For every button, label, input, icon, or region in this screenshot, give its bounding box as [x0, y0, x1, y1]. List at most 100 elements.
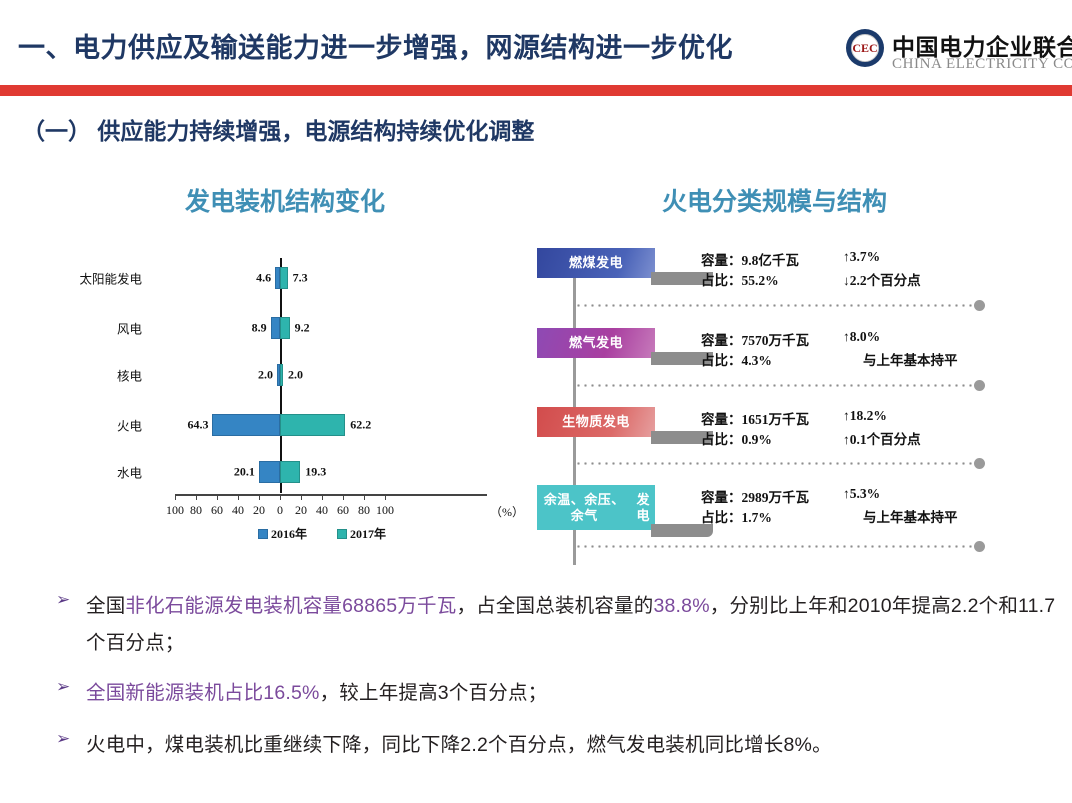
diagram-flag-label: 余温、余压、余气 发电 [537, 485, 655, 530]
chart-x-tick [322, 494, 323, 500]
chart-bar-2016 [258, 461, 280, 483]
bullet-text-segment: 火电中，煤电装机比重继续下降，同比下降2.2个百分点，燃气发电装机同比增长8%。 [86, 734, 832, 756]
chart-unit-label: （%） [490, 505, 524, 519]
chart-x-tick-label: 60 [211, 503, 223, 517]
chart-x-tick-label: 20 [253, 503, 265, 517]
chart-x-tick [280, 494, 281, 500]
diagram-change-secondary: 与上年基本持平 [863, 353, 958, 368]
chart-x-tick-label: 40 [316, 503, 328, 517]
chart-x-tick [238, 494, 239, 500]
bullet-text-segment: 全国新能源装机占比16.5% [86, 682, 320, 704]
logo-english-name: CHINA ELECTRICITY COUNCIL [892, 56, 1072, 72]
diagram-change-secondary: ↑0.1个百分点 [843, 432, 921, 447]
chart-value-label-2016: 64.3 [187, 417, 209, 432]
legend-swatch-icon [258, 528, 268, 539]
bullet-text-segment: 全国 [86, 595, 126, 617]
chart-x-tick-label: 80 [358, 503, 370, 517]
diagram-change-secondary: ↓2.2个百分点 [843, 273, 921, 288]
bullet-marker-icon: ➢ [56, 677, 71, 697]
chart-bar-2016 [277, 364, 280, 386]
diagram-change-primary: ↑3.7% [843, 249, 881, 264]
chart-x-tick [259, 494, 260, 500]
chart-bar-2017 [280, 267, 288, 289]
bullet-text-segment: ，较上年提高3个百分点； [319, 682, 548, 704]
bullet-item: ➢ 全国非化石能源发电装机容量68865万千瓦，占全国总装机容量的38.8%，分别… [56, 588, 1056, 662]
chart-bar-2017 [280, 414, 346, 436]
chart-value-label-2016: 20.1 [233, 464, 255, 479]
legend-item-2017: 2017年 [337, 525, 386, 542]
bullet-text-segment: 38.8% [653, 595, 710, 617]
chart-x-tick-label: 100 [166, 503, 184, 517]
chart-legend: 2016年 2017年 [258, 525, 386, 542]
diagram-flag-label-line: 燃气发电 [568, 335, 623, 351]
bullet-text-segment: ，占全国总装机容量的 [456, 595, 654, 617]
diagram-flag-label: 燃煤发电 [537, 248, 655, 278]
diagram-flag-label-line: 发电 [636, 491, 650, 523]
chart-value-label-2017: 19.3 [305, 464, 327, 479]
diagram-flag-label: 燃气发电 [537, 328, 655, 358]
diagram-dotted-connector [575, 545, 975, 548]
diagram-change-primary: ↑5.3% [843, 486, 881, 501]
diagram-dotted-connector [575, 304, 975, 307]
diagram-endpoint-dot [974, 300, 985, 311]
chart-bar-2016 [270, 317, 280, 339]
diagram-flag-label-line: 余温、余压、余气 [543, 491, 625, 523]
legend-label: 2017年 [350, 527, 387, 541]
bullet-text: 全国非化石能源发电装机容量68865万千瓦，占全国总装机容量的38.8%，分别比… [86, 588, 1056, 662]
diagram-flag-label: 生物质发电 [537, 407, 655, 437]
diagram-dotted-connector [575, 462, 975, 465]
chart-bar-2017 [280, 364, 283, 386]
chart-x-tick [385, 494, 386, 500]
legend-label: 2016年 [271, 527, 308, 541]
legend-swatch-icon [337, 528, 348, 539]
chart-value-label-2016: 4.6 [256, 270, 272, 285]
diagram-ribbon-tail [651, 431, 713, 444]
chart-x-tick-label: 60 [337, 503, 349, 517]
diagram-change-primary: ↑18.2% [843, 408, 887, 423]
cec-seal-icon: CEC [846, 29, 884, 67]
left-chart-heading: 发电装机结构变化 [185, 188, 386, 216]
diagram-ribbon-tail [651, 272, 713, 285]
header-divider [0, 85, 1072, 96]
diagram-endpoint-dot [974, 458, 985, 469]
diagram-share-text: 占比：4.3% [701, 353, 772, 368]
diagram-ribbon-tail [651, 524, 713, 537]
diagram-share-text: 占比：0.9% [701, 432, 772, 447]
diagram-capacity-text: 容量：1651万千瓦 [701, 412, 809, 427]
chart-category-label: 火电 [116, 419, 142, 434]
diagram-dotted-connector [575, 384, 975, 387]
chart-category-label: 太阳能发电 [79, 272, 142, 287]
chart-bar-2016 [275, 267, 280, 289]
bullet-marker-icon: ➢ [56, 590, 71, 610]
diagram-capacity-text: 容量：7570万千瓦 [701, 333, 809, 348]
chart-category-label: 水电 [116, 466, 142, 481]
legend-item-2016: 2016年 [258, 525, 307, 542]
chart-value-label-2016: 2.0 [258, 367, 273, 382]
diagram-share-text: 占比：1.7% [701, 510, 772, 525]
chart-bar-2017 [280, 317, 290, 339]
right-chart-heading: 火电分类规模与结构 [662, 188, 888, 216]
chart-value-label-2017: 62.2 [350, 417, 372, 432]
bullet-text-segment: ，分别比上年和2010年提高2.2个和11.7个百分点； [86, 595, 1056, 654]
page-title: 一、电力供应及输送能力进一步增强，网源结构进一步优化 [18, 33, 733, 63]
bullet-text: 全国新能源装机占比16.5%，较上年提高3个百分点； [86, 675, 1056, 712]
diagram-flag-label-line: 燃煤发电 [568, 255, 623, 271]
logo-chinese-name: 中国电力企业联合会 [892, 34, 1072, 60]
chart-value-label-2017: 7.3 [292, 270, 308, 285]
chart-x-tick [175, 494, 176, 500]
chart-x-tick-label: 0 [277, 503, 283, 517]
chart-bar-2017 [280, 461, 301, 483]
installed-capacity-bar-chart: （%） 2016年 2017年 100 80 60 40 20 0 20 40 60 80 100 太… [70, 250, 524, 550]
chart-x-tick [301, 494, 302, 500]
organization-logo: CEC 中国电力企业联合会 CHINA ELECTRICITY COUNCIL [846, 27, 1072, 79]
chart-bar-2016 [212, 414, 280, 436]
chart-x-axis [175, 494, 487, 496]
chart-value-label-2016: 8.9 [251, 320, 267, 335]
bullet-marker-icon: ➢ [56, 729, 71, 749]
thermal-power-breakdown-diagram: 燃煤发电 容量：9.8亿千瓦 占比：55.2% ↑3.7% ↓2.2个百分点 燃气发电 容量… [533, 240, 1003, 565]
chart-x-tick [196, 494, 197, 500]
chart-x-tick-label: 20 [295, 503, 307, 517]
chart-x-tick-label: 80 [190, 503, 202, 517]
chart-x-tick [217, 494, 218, 500]
